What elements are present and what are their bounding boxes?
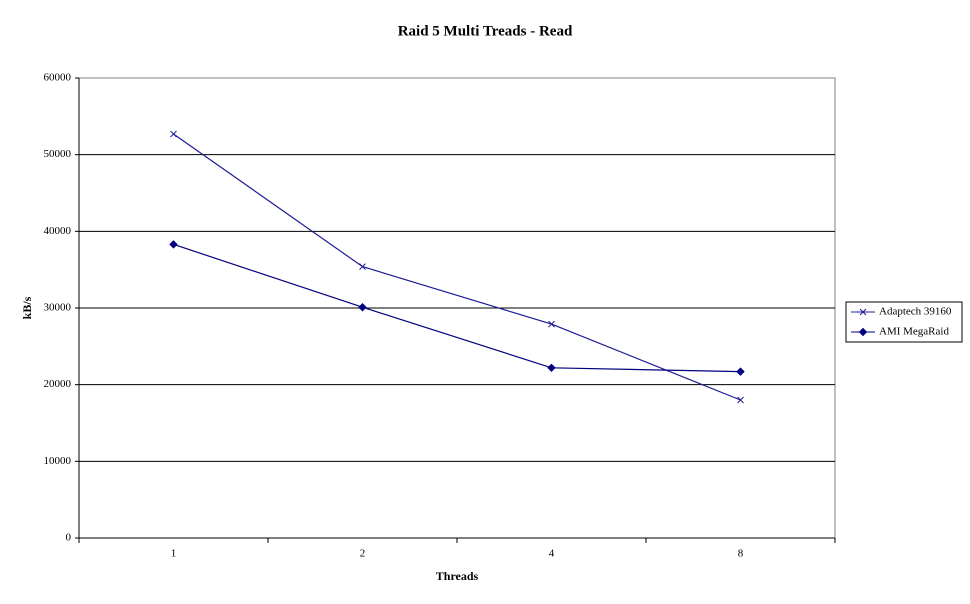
marker xyxy=(548,320,555,328)
marker xyxy=(737,396,744,404)
y-tick-label: 30000 xyxy=(44,302,72,314)
x-axis-title: Threads xyxy=(436,569,479,583)
y-tick-label: 50000 xyxy=(44,148,72,160)
y-tick-label: 10000 xyxy=(44,455,72,467)
y-axis-title: kB/s xyxy=(20,296,34,319)
marker xyxy=(169,240,178,249)
series-line xyxy=(173,243,741,373)
x-tick-label: 4 xyxy=(549,548,555,560)
legend-marker xyxy=(859,308,867,316)
chart-title: Raid 5 Multi Treads - Read xyxy=(398,23,573,39)
legend-marker xyxy=(858,327,868,337)
legend-box xyxy=(845,301,963,343)
legend-label: AMI MegaRaid xyxy=(879,326,949,338)
x-tick-label: 2 xyxy=(360,548,366,560)
series-line xyxy=(173,133,741,401)
y-tick-label: 0 xyxy=(66,532,72,544)
marker xyxy=(170,130,177,138)
marker xyxy=(358,303,367,312)
x-tick-label: 8 xyxy=(738,548,744,560)
marker xyxy=(547,363,556,373)
x-tick-label: 1 xyxy=(171,548,177,560)
marker xyxy=(359,263,366,270)
y-tick-label: 20000 xyxy=(44,378,72,390)
y-tick-label: 60000 xyxy=(44,72,72,84)
y-tick-label: 40000 xyxy=(44,225,72,237)
marker xyxy=(736,367,745,376)
legend-label: Adaptech 39160 xyxy=(879,306,952,318)
